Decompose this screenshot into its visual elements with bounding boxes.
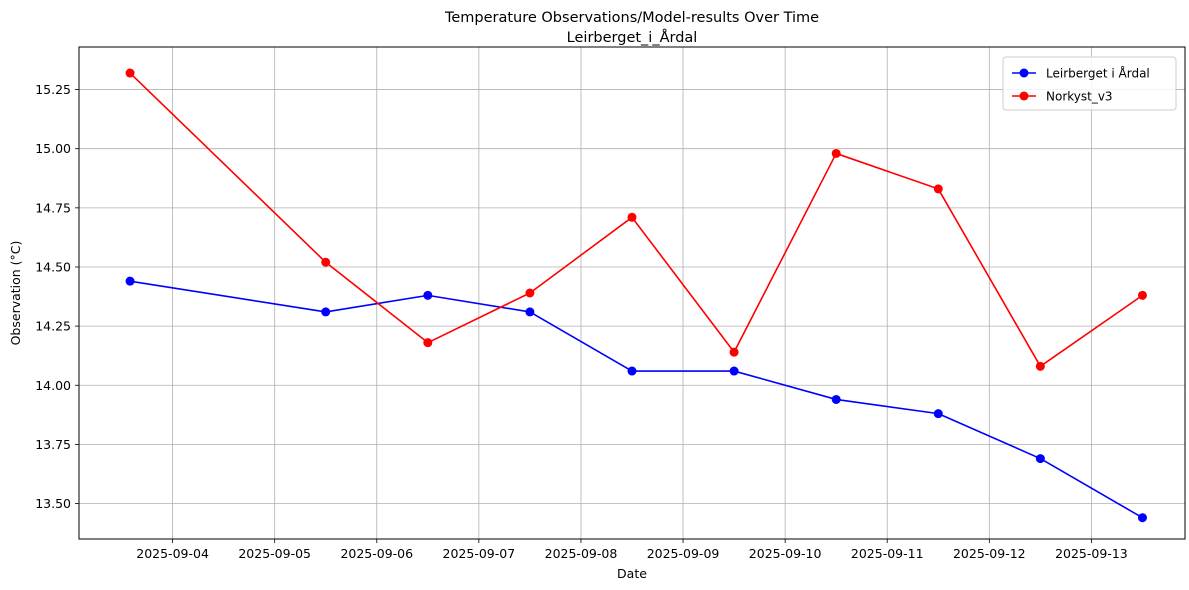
data-point xyxy=(729,366,739,376)
data-point xyxy=(321,257,331,267)
series-line xyxy=(129,280,1143,519)
legend-marker-norkyst xyxy=(1019,91,1029,101)
y-axis-label: Observation (°C) xyxy=(8,241,23,346)
data-point xyxy=(125,68,135,78)
data-point xyxy=(1035,361,1045,371)
data-point xyxy=(1035,454,1045,464)
legend: Leirberget i Årdal Norkyst_v3 xyxy=(1002,56,1177,111)
y-axis-ticks: 13.50 13.75 14.00 14.25 14.50 14.75 15.00 15.25 xyxy=(35,82,79,511)
y-tick-label: 13.75 xyxy=(35,437,71,452)
series-group xyxy=(125,68,1147,523)
x-tick-label: 2025-09-04 xyxy=(136,546,209,561)
y-tick-label: 14.75 xyxy=(35,200,71,215)
x-axis-ticks: 2025-09-04 2025-09-05 2025-09-06 2025-09-07… xyxy=(136,539,1128,561)
chart-subtitle: Leirberget_i_Årdal xyxy=(567,29,698,46)
y-tick-label: 14.00 xyxy=(35,378,71,393)
legend-box xyxy=(1002,56,1177,111)
x-tick-label: 2025-09-05 xyxy=(238,546,311,561)
data-point xyxy=(1137,513,1147,523)
y-tick-label: 15.25 xyxy=(35,82,71,97)
x-axis-label: Date xyxy=(617,566,647,581)
series-2 xyxy=(125,68,1147,371)
legend-label-norkyst: Norkyst_v3 xyxy=(1046,90,1113,104)
x-tick-label: 2025-09-08 xyxy=(545,546,618,561)
plot-frame xyxy=(78,46,1186,540)
y-tick-label: 14.25 xyxy=(35,319,71,334)
y-tick-label: 15.00 xyxy=(35,141,71,156)
y-tick-label: 14.50 xyxy=(35,259,71,274)
x-tick-label: 2025-09-09 xyxy=(647,546,720,561)
data-point xyxy=(423,338,433,348)
x-tick-label: 2025-09-06 xyxy=(340,546,413,561)
legend-label-leirberget: Leirberget i Årdal xyxy=(1046,66,1150,81)
data-point xyxy=(729,347,739,357)
chart-title: Temperature Observations/Model-results O… xyxy=(444,10,819,26)
series-1 xyxy=(125,276,1147,523)
x-tick-label: 2025-09-10 xyxy=(749,546,822,561)
x-tick-label: 2025-09-11 xyxy=(851,546,924,561)
data-point xyxy=(125,276,135,286)
data-point xyxy=(933,409,943,419)
data-point xyxy=(627,366,637,376)
data-point xyxy=(1137,290,1147,300)
x-tick-label: 2025-09-12 xyxy=(953,546,1026,561)
data-point xyxy=(525,307,535,317)
data-point xyxy=(831,394,841,404)
legend-marker-leirberget xyxy=(1019,68,1029,78)
x-tick-label: 2025-09-13 xyxy=(1055,546,1128,561)
data-point xyxy=(321,307,331,317)
data-point xyxy=(831,148,841,158)
data-point xyxy=(627,212,637,222)
series-line xyxy=(129,72,1143,368)
grid xyxy=(79,47,1185,539)
x-tick-label: 2025-09-07 xyxy=(443,546,516,561)
data-point xyxy=(933,184,943,194)
data-point xyxy=(525,288,535,298)
data-point xyxy=(423,290,433,300)
y-tick-label: 13.50 xyxy=(35,496,71,511)
